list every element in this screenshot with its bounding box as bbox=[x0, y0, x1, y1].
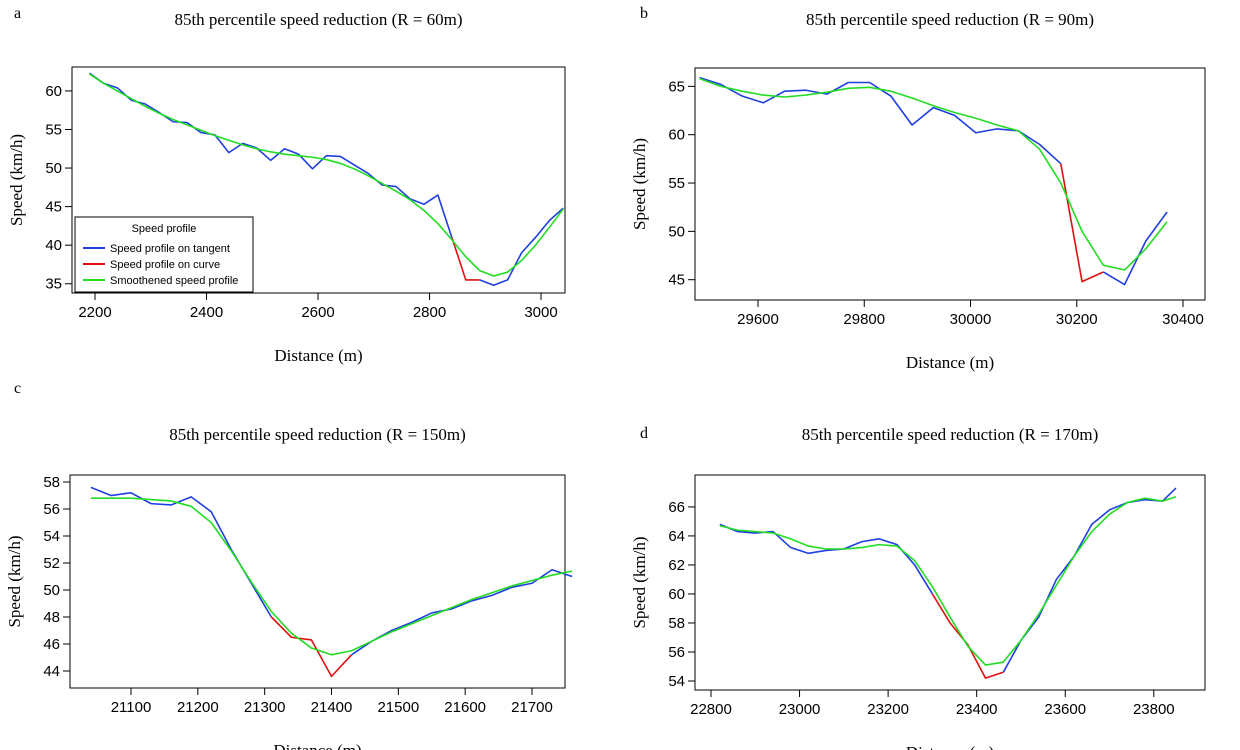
x-tick-label: 29800 bbox=[843, 311, 885, 328]
x-tick-label: 23200 bbox=[867, 701, 909, 718]
legend-label: Speed profile on curve bbox=[110, 259, 220, 271]
y-tick-label: 58 bbox=[43, 474, 60, 491]
speed-line bbox=[931, 593, 1004, 679]
speed-line bbox=[90, 486, 573, 656]
x-tick-label: 21100 bbox=[111, 699, 152, 716]
plot-frame bbox=[694, 474, 1206, 691]
y-tick-label: 64 bbox=[668, 528, 685, 545]
x-tick-label: 23400 bbox=[956, 701, 998, 718]
y-tick-label: 45 bbox=[45, 199, 62, 216]
panel-label: a bbox=[14, 5, 21, 22]
speed-line bbox=[719, 495, 1177, 666]
chart-title: 85th percentile speed reduction (R = 150… bbox=[169, 425, 466, 444]
speed-line bbox=[699, 76, 1168, 286]
chart-title: 85th percentile speed reduction (R = 90m… bbox=[806, 10, 1094, 29]
y-tick-label: 54 bbox=[43, 528, 60, 545]
x-tick-label: 2600 bbox=[301, 304, 334, 321]
x-tick-label: 21700 bbox=[511, 699, 553, 716]
y-tick-label: 62 bbox=[668, 557, 685, 574]
y-tick-label: 40 bbox=[45, 237, 62, 254]
y-tick-label: 60 bbox=[668, 586, 685, 603]
x-tick-label: 2400 bbox=[190, 304, 223, 321]
x-tick-label: 30000 bbox=[950, 311, 992, 328]
y-tick-label: 44 bbox=[43, 663, 60, 680]
y-axis-title: Speed (km/h) bbox=[7, 134, 26, 226]
x-tick-label: 21400 bbox=[311, 699, 353, 716]
x-tick-label: 21200 bbox=[177, 699, 219, 716]
x-tick-label: 23000 bbox=[779, 701, 821, 718]
y-tick-label: 52 bbox=[43, 555, 60, 572]
speed-line bbox=[1060, 163, 1104, 283]
y-tick-label: 65 bbox=[668, 78, 685, 95]
y-axis-title: Speed (km/h) bbox=[5, 535, 24, 627]
y-tick-label: 50 bbox=[45, 160, 62, 177]
y-tick-label: 50 bbox=[668, 223, 685, 240]
y-tick-label: 35 bbox=[45, 276, 62, 293]
x-tick-label: 30200 bbox=[1056, 311, 1098, 328]
y-tick-label: 48 bbox=[43, 609, 60, 626]
legend-title: Speed profile bbox=[132, 223, 197, 235]
y-tick-label: 55 bbox=[45, 121, 62, 138]
speed-line bbox=[90, 497, 573, 656]
legend-label: Speed profile on tangent bbox=[110, 243, 230, 255]
plot-frame bbox=[69, 474, 566, 689]
x-axis-title: Distance (m) bbox=[274, 346, 362, 365]
speed-line bbox=[88, 72, 564, 287]
x-tick-label: 22800 bbox=[690, 701, 732, 718]
panel-label: c bbox=[14, 380, 21, 397]
x-tick-label: 23800 bbox=[1133, 701, 1175, 718]
x-tick-label: 2200 bbox=[78, 304, 111, 321]
speed-line bbox=[89, 73, 564, 277]
speed-line bbox=[719, 487, 1177, 673]
plot-frame bbox=[694, 67, 1206, 301]
y-tick-label: 45 bbox=[668, 272, 685, 289]
panel-label: d bbox=[640, 425, 648, 442]
x-tick-label: 2800 bbox=[413, 304, 446, 321]
y-tick-label: 46 bbox=[43, 636, 60, 653]
speed-line bbox=[270, 616, 353, 678]
speed-line bbox=[699, 77, 1168, 271]
y-tick-label: 50 bbox=[43, 582, 60, 599]
y-tick-label: 66 bbox=[668, 499, 685, 516]
x-tick-label: 21500 bbox=[377, 699, 419, 716]
x-tick-label: 21600 bbox=[444, 699, 486, 716]
x-axis-title: Distance (m) bbox=[906, 743, 994, 750]
y-tick-label: 58 bbox=[668, 615, 685, 632]
y-tick-label: 60 bbox=[668, 127, 685, 144]
x-tick-label: 23600 bbox=[1044, 701, 1086, 718]
y-tick-label: 56 bbox=[668, 644, 685, 661]
speed-line bbox=[451, 237, 480, 281]
panel-label: b bbox=[640, 5, 648, 22]
x-tick-label: 29600 bbox=[737, 311, 779, 328]
x-tick-label: 30400 bbox=[1162, 311, 1204, 328]
legend-label: Smoothened speed profile bbox=[110, 275, 238, 287]
y-tick-label: 60 bbox=[45, 83, 62, 100]
y-tick-label: 55 bbox=[668, 175, 685, 192]
x-axis-title: Distance (m) bbox=[273, 741, 361, 750]
x-axis-title: Distance (m) bbox=[906, 353, 994, 372]
x-tick-label: 3000 bbox=[524, 304, 557, 321]
y-axis-title: Speed (km/h) bbox=[630, 138, 649, 230]
y-tick-label: 56 bbox=[43, 501, 60, 518]
y-tick-label: 54 bbox=[668, 673, 685, 690]
chart-title: 85th percentile speed reduction (R = 170… bbox=[802, 425, 1099, 444]
x-tick-label: 21300 bbox=[244, 699, 286, 716]
y-axis-title: Speed (km/h) bbox=[630, 536, 649, 628]
chart-title: 85th percentile speed reduction (R = 60m… bbox=[174, 10, 462, 29]
